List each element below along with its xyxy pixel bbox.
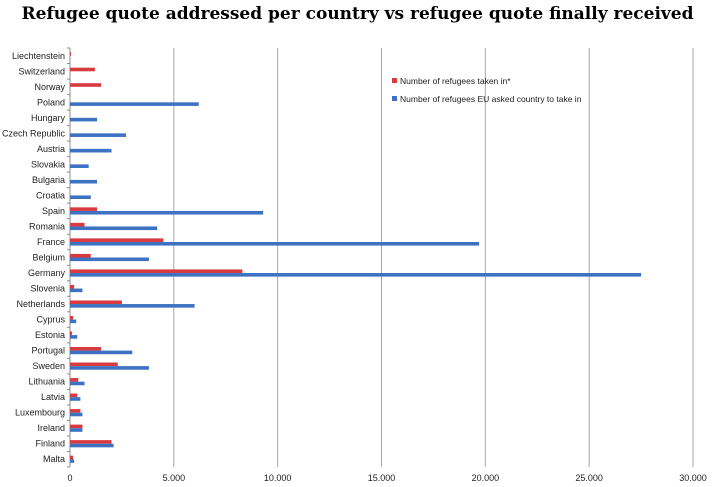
bar-eu-asked bbox=[70, 335, 78, 339]
bar-eu-asked bbox=[70, 102, 199, 106]
bar-taken-in bbox=[70, 347, 102, 351]
bar-eu-asked bbox=[70, 117, 97, 122]
bar-taken-in bbox=[70, 378, 79, 382]
bar-eu-asked bbox=[70, 443, 114, 448]
y-tick-label: France bbox=[37, 237, 65, 247]
bar-eu-asked bbox=[70, 319, 77, 324]
y-tick-label: Liechtenstein bbox=[12, 51, 65, 61]
bar-taken-in bbox=[70, 67, 95, 72]
bar-eu-asked bbox=[70, 210, 264, 215]
y-tick-label: Portugal bbox=[31, 346, 65, 356]
y-tick-label: Sweden bbox=[32, 361, 65, 371]
y-tick-label: Luxembourg bbox=[15, 408, 65, 418]
y-tick-label: Norway bbox=[34, 82, 65, 92]
bar-taken-in bbox=[70, 207, 97, 211]
bar-eu-asked bbox=[70, 164, 89, 168]
y-tick-label: Malta bbox=[43, 454, 65, 464]
legend-swatch bbox=[392, 78, 397, 83]
y-tick-label: Germany bbox=[28, 268, 66, 278]
bar-taken-in bbox=[70, 440, 112, 444]
bar-eu-asked bbox=[70, 195, 91, 200]
bar-eu-asked bbox=[70, 428, 83, 432]
y-tick-label: Czech Republic bbox=[2, 128, 66, 138]
y-tick-label: Latvia bbox=[41, 392, 65, 402]
bar-taken-in bbox=[70, 238, 164, 242]
bar-taken-in bbox=[70, 331, 73, 336]
bar-taken-in bbox=[70, 393, 78, 398]
x-tick-label: 25.000 bbox=[575, 473, 603, 483]
bar-eu-asked bbox=[70, 397, 81, 401]
y-tick-label: Hungary bbox=[31, 113, 66, 123]
bar-taken-in bbox=[70, 424, 83, 429]
x-tick-label: 30.000 bbox=[679, 473, 707, 483]
y-tick-label: Lithuania bbox=[28, 377, 65, 387]
legend-swatch bbox=[392, 96, 397, 101]
bar-eu-asked bbox=[70, 459, 75, 463]
bar-taken-in bbox=[70, 300, 122, 305]
bar-eu-asked bbox=[70, 366, 149, 370]
bar-taken-in bbox=[70, 315, 74, 320]
bar-eu-asked bbox=[70, 226, 158, 231]
x-tick-label: 5.000 bbox=[163, 473, 186, 483]
y-tick-label: Spain bbox=[42, 206, 65, 216]
bar-taken-in bbox=[70, 409, 81, 413]
bar-taken-in bbox=[70, 222, 85, 227]
x-tick-label: 15.000 bbox=[368, 473, 396, 483]
x-tick-label: 0 bbox=[67, 473, 72, 483]
y-tick-label: Switzerland bbox=[18, 66, 65, 76]
bar-taken-in bbox=[70, 269, 243, 274]
bar-eu-asked bbox=[70, 148, 112, 153]
y-tick-label: Romania bbox=[29, 221, 65, 231]
y-tick-label: Slovenia bbox=[30, 284, 65, 294]
bar-eu-asked bbox=[70, 350, 133, 355]
bar-taken-in bbox=[70, 83, 102, 87]
bar-taken-in bbox=[70, 284, 75, 289]
bar-eu-asked bbox=[70, 179, 97, 184]
bar-eu-asked bbox=[70, 304, 195, 308]
y-tick-label: Ireland bbox=[37, 423, 65, 433]
y-tick-label: Bulgaria bbox=[32, 175, 65, 185]
bar-eu-asked bbox=[70, 381, 85, 386]
y-tick-label: Netherlands bbox=[16, 299, 65, 309]
bar-taken-in bbox=[70, 52, 71, 56]
bar-taken-in bbox=[70, 362, 118, 367]
chart-title: Refugee quote addressed per country vs r… bbox=[21, 4, 694, 24]
bar-eu-asked bbox=[70, 257, 149, 262]
y-tick-label: Finland bbox=[35, 439, 65, 449]
bar-taken-in bbox=[70, 253, 91, 258]
bar-eu-asked bbox=[70, 412, 83, 417]
y-tick-label: Croatia bbox=[36, 190, 65, 200]
y-tick-label: Belgium bbox=[32, 253, 65, 263]
x-tick-label: 20.000 bbox=[472, 473, 500, 483]
bar-taken-in bbox=[70, 455, 74, 460]
bar-eu-asked bbox=[70, 133, 127, 137]
y-tick-label: Austria bbox=[37, 144, 65, 154]
bar-eu-asked bbox=[70, 241, 480, 246]
y-tick-label: Poland bbox=[37, 97, 65, 107]
bar-eu-asked bbox=[70, 273, 642, 277]
y-tick-label: Cyprus bbox=[36, 315, 65, 325]
y-tick-label: Estonia bbox=[35, 330, 65, 340]
y-tick-label: Slovakia bbox=[31, 159, 65, 169]
x-tick-label: 10.000 bbox=[264, 473, 292, 483]
legend-label: Number of refugees EU asked country to t… bbox=[400, 94, 582, 104]
bar-eu-asked bbox=[70, 288, 83, 293]
legend-label: Number of refugees taken in* bbox=[400, 76, 511, 86]
